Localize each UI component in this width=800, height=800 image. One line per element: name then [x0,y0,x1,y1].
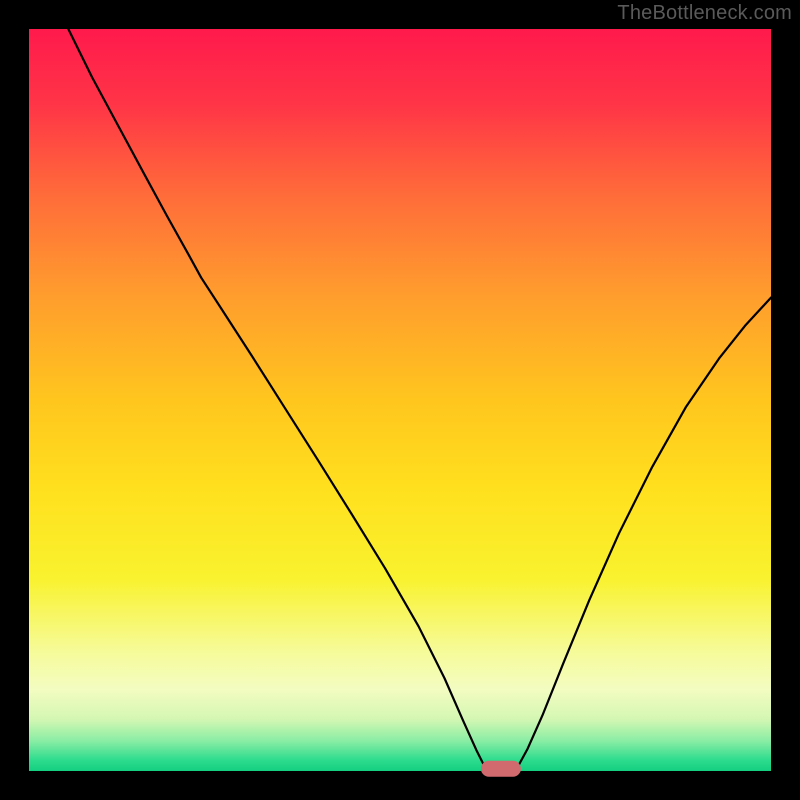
optimal-point-marker [481,761,521,777]
bottleneck-curve-chart [0,0,800,800]
chart-root: TheBottleneck.com [0,0,800,800]
plot-background [29,29,771,771]
watermark-label: TheBottleneck.com [617,2,792,25]
